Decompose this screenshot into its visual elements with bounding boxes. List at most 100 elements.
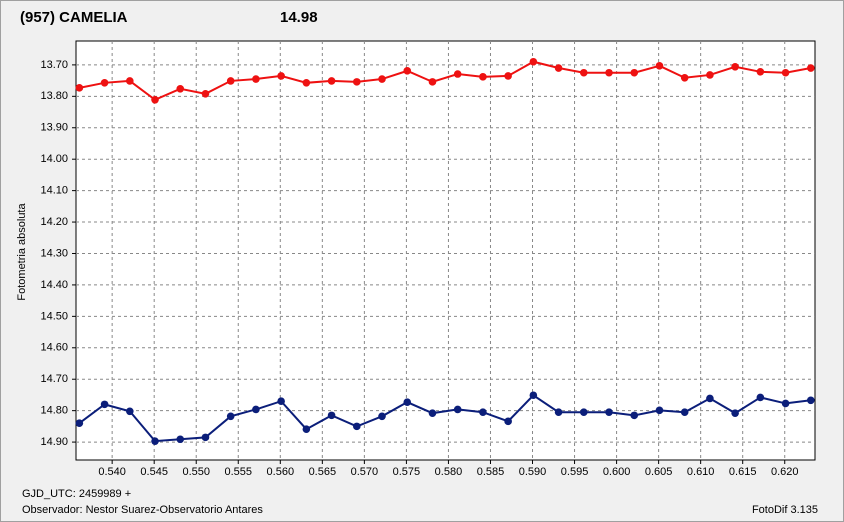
data-point <box>75 84 84 92</box>
data-point <box>554 408 563 417</box>
data-point <box>630 411 639 420</box>
data-point <box>731 62 739 71</box>
data-point <box>176 84 185 93</box>
data-point <box>428 409 437 417</box>
y-tick-label: 14.50 <box>40 310 68 322</box>
data-point <box>806 396 815 405</box>
data-point <box>327 411 336 420</box>
data-point <box>453 70 462 78</box>
x-tick-label: 0.605 <box>645 466 673 478</box>
x-tick-label: 0.600 <box>603 466 631 478</box>
x-tick-label: 0.610 <box>687 466 715 478</box>
y-tick-label: 14.10 <box>40 185 68 197</box>
data-point <box>201 90 210 98</box>
data-point <box>706 71 714 79</box>
data-point <box>302 425 311 433</box>
observer: Observador: Nestor Suarez-Observatorio A… <box>22 504 263 516</box>
data-point <box>655 62 664 70</box>
data-point <box>479 408 487 417</box>
x-tick-label: 0.550 <box>182 466 210 478</box>
data-point <box>554 64 563 72</box>
data-point <box>327 77 336 85</box>
data-point <box>403 398 412 406</box>
y-tick-label: 14.60 <box>40 342 68 354</box>
x-tick-label: 0.595 <box>561 466 589 478</box>
data-point <box>353 422 361 431</box>
y-tick-label: 13.80 <box>40 90 68 102</box>
data-point <box>655 406 664 415</box>
data-point <box>680 408 689 417</box>
data-point <box>529 57 538 66</box>
data-point <box>226 412 235 421</box>
series-line <box>78 393 811 443</box>
x-tick-label: 0.555 <box>224 466 252 478</box>
data-point <box>453 405 462 414</box>
data-point <box>277 397 285 406</box>
y-tick-label: 14.20 <box>40 216 68 228</box>
data-point <box>504 417 512 426</box>
x-tick-label: 0.565 <box>309 466 337 478</box>
data-point <box>529 391 538 400</box>
data-point <box>151 95 159 104</box>
plot-area <box>75 40 816 461</box>
x-tick-label: 0.570 <box>351 466 379 478</box>
data-point <box>252 405 260 414</box>
y-tick-label: 13.70 <box>40 59 68 71</box>
series-line <box>79 60 811 101</box>
data-point <box>756 68 765 76</box>
data-point <box>605 68 613 77</box>
software: FotoDif 3.135 <box>752 504 818 516</box>
data-point <box>75 419 84 428</box>
data-point <box>706 394 714 403</box>
data-point <box>378 75 386 83</box>
x-tick-label: 0.560 <box>267 466 295 478</box>
data-point <box>781 399 790 408</box>
x-tick-label: 0.545 <box>140 466 168 478</box>
data-point <box>579 68 588 77</box>
y-tick-label: 13.90 <box>40 122 68 134</box>
x-tick-label: 0.590 <box>519 466 547 478</box>
data-point <box>277 72 285 80</box>
data-point <box>176 435 185 444</box>
y-tick-label: 14.70 <box>40 373 68 385</box>
data-point <box>353 78 361 86</box>
x-note: GJD_UTC: 2459989 + <box>22 488 131 500</box>
data-point <box>378 412 386 421</box>
data-point <box>781 68 790 77</box>
y-tick-label: 14.00 <box>40 153 68 165</box>
data-point <box>302 79 311 87</box>
data-point <box>151 437 159 445</box>
data-point <box>126 77 134 85</box>
x-tick-label: 0.575 <box>393 466 421 478</box>
data-point <box>630 68 639 77</box>
x-tick-label: 0.620 <box>771 466 799 478</box>
chart-title: (957) CAMELIA <box>20 9 128 26</box>
x-tick-label: 0.585 <box>477 466 505 478</box>
data-point <box>100 79 109 87</box>
data-point <box>226 77 235 85</box>
data-point <box>756 393 765 402</box>
data-point <box>126 407 134 416</box>
y-tick-label: 14.30 <box>40 247 68 259</box>
x-tick-label: 0.540 <box>98 466 126 478</box>
data-point <box>428 78 437 86</box>
data-point <box>806 64 815 72</box>
data-point <box>403 67 412 75</box>
y-tick-label: 14.90 <box>40 436 68 448</box>
data-point <box>100 400 109 409</box>
data-point <box>201 433 210 442</box>
y-axis-label: Fotometria absoluta <box>16 203 28 301</box>
data-point <box>479 73 487 81</box>
data-point <box>680 73 689 82</box>
y-tick-label: 14.40 <box>40 279 68 291</box>
chart-subtitle: 14.98 <box>280 9 318 26</box>
data-point <box>579 408 588 417</box>
x-tick-label: 0.615 <box>729 466 757 478</box>
data-point <box>504 72 512 80</box>
y-tick-label: 14.80 <box>40 405 68 417</box>
x-tick-label: 0.580 <box>435 466 463 478</box>
data-point <box>252 75 260 83</box>
data-point <box>731 409 739 417</box>
data-point <box>605 408 613 417</box>
